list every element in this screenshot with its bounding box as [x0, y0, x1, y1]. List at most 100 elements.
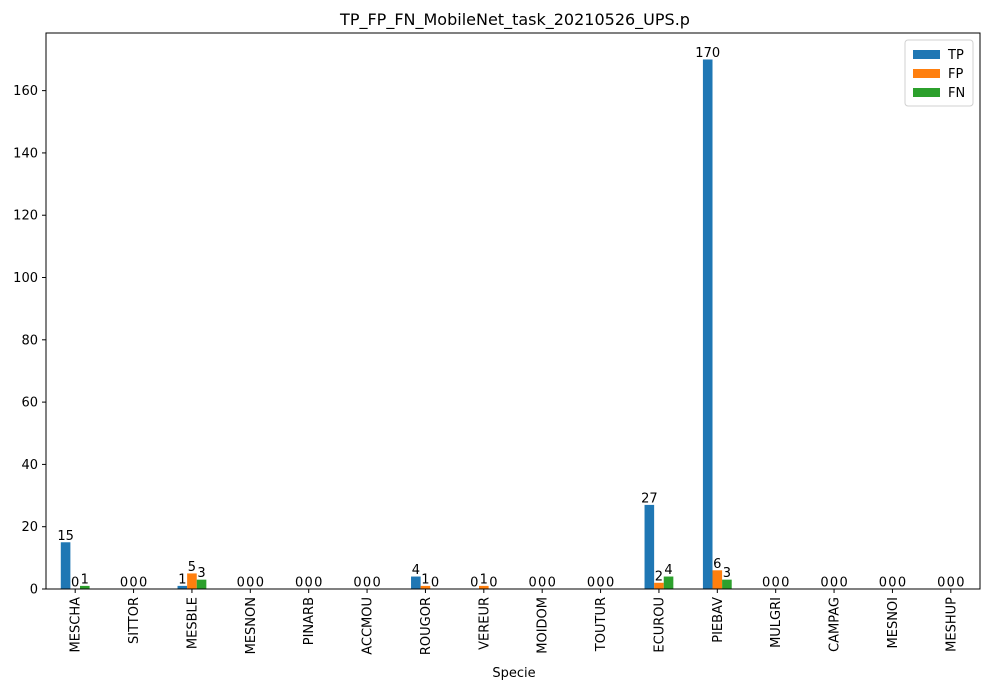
data-label-fp-rougor: 1 [421, 572, 429, 587]
data-label-tp-vereur: 0 [470, 576, 478, 591]
legend-swatch-fn [913, 88, 940, 97]
bar-tp-mescha [60, 542, 71, 589]
data-label-fp-moidom: 0 [538, 576, 546, 591]
data-label-fn-mesnon: 0 [256, 576, 264, 591]
x-tick-label-accmou: ACCMOU [361, 597, 376, 655]
data-label-fp-ecurou: 2 [655, 569, 663, 584]
y-tick-label: 160 [13, 84, 38, 99]
x-tick-label-sittor: SITTOR [127, 597, 142, 644]
data-label-fp-meshup: 0 [947, 576, 955, 591]
data-label-fn-campag: 0 [840, 576, 848, 591]
bar-tp-rougor [411, 576, 421, 589]
legend-label-tp: TP [947, 48, 964, 63]
x-tick-label-toutur: TOUTUR [594, 597, 609, 652]
data-label-tp-meshup: 0 [937, 576, 945, 591]
bar-tp-ecurou [644, 504, 655, 589]
data-label-fn-mescha: 1 [81, 572, 89, 587]
bars-layer [60, 59, 732, 589]
y-tick-label: 120 [13, 209, 38, 224]
data-label-tp-piebav: 170 [695, 46, 720, 61]
data-label-tp-toutur: 0 [587, 576, 595, 591]
y-tick-label: 80 [21, 333, 38, 348]
data-label-tp-campag: 0 [820, 576, 828, 591]
bar-fn-mesble [196, 579, 207, 589]
data-label-fn-pinarb: 0 [314, 576, 322, 591]
x-tick-label-ecurou: ECUROU [652, 597, 667, 653]
data-label-fp-campag: 0 [830, 576, 838, 591]
x-tick-label-rougor: ROUGOR [419, 597, 434, 655]
x-tick-label-mesble: MESBLE [185, 597, 200, 649]
data-label-fn-mulgri: 0 [781, 576, 789, 591]
data-label-tp-pinarb: 0 [295, 576, 303, 591]
data-label-fp-toutur: 0 [596, 576, 604, 591]
bar-fp-rougor [420, 585, 431, 589]
data-label-fp-accmou: 0 [363, 576, 371, 591]
bar-fp-vereur [479, 585, 489, 589]
data-label-tp-mesnoi: 0 [879, 576, 887, 591]
data-label-fp-mesnon: 0 [246, 576, 254, 591]
x-tick-label-meshup: MESHUP [944, 597, 959, 652]
data-label-fn-mesble: 3 [197, 566, 205, 581]
x-tick-label-moidom: MOIDOM [536, 597, 551, 654]
bar-fn-mescha [79, 585, 90, 589]
legend-swatch-fp [913, 69, 940, 78]
bar-fn-ecurou [663, 576, 674, 589]
data-label-tp-rougor: 4 [412, 563, 420, 578]
data-label-tp-mesnon: 0 [237, 576, 245, 591]
data-label-tp-sittor: 0 [120, 576, 128, 591]
y-tick-label: 40 [21, 458, 38, 473]
data-label-fp-mesble: 5 [188, 560, 196, 575]
data-label-fp-mulgri: 0 [772, 576, 780, 591]
data-label-fn-moidom: 0 [548, 576, 556, 591]
data-label-fn-piebav: 3 [723, 566, 731, 581]
bar-fp-ecurou [654, 582, 664, 589]
legend-swatch-tp [913, 50, 940, 59]
data-label-fn-meshup: 0 [956, 576, 964, 591]
data-label-tp-mulgri: 0 [762, 576, 770, 591]
data-label-tp-ecurou: 27 [641, 491, 658, 506]
data-label-fn-mesnoi: 0 [898, 576, 906, 591]
data-label-fn-vereur: 0 [489, 576, 497, 591]
chart-title: TP_FP_FN_MobileNet_task_20210526_UPS.p [339, 10, 690, 30]
legend: TP FP FN [904, 39, 974, 107]
data-label-fp-sittor: 0 [129, 576, 137, 591]
data-label-fp-mescha: 0 [71, 576, 79, 591]
data-label-fn-sittor: 0 [139, 576, 147, 591]
x-tick-label-mulgri: MULGRI [769, 597, 784, 648]
data-label-tp-mescha: 15 [57, 529, 74, 544]
x-tick-label-mesnon: MESNON [244, 597, 259, 654]
y-tick-label: 0 [30, 583, 38, 598]
bar-fn-piebav [722, 579, 732, 589]
x-axis: MESCHA SITTOR MESBLE MESNON PINARB ACCMOU ROUG… [69, 589, 959, 655]
bar-fp-piebav [712, 570, 723, 589]
legend-label-fp: FP [948, 67, 963, 82]
data-label-fn-ecurou: 4 [664, 563, 672, 578]
data-label-tp-accmou: 0 [353, 576, 361, 591]
bar-fp-mesble [187, 573, 197, 589]
data-label-fp-vereur: 1 [480, 572, 488, 587]
data-label-fp-piebav: 6 [713, 557, 721, 572]
y-tick-label: 100 [13, 271, 38, 286]
x-tick-label-campag: CAMPAG [828, 597, 843, 652]
x-tick-label-vereur: VEREUR [477, 597, 492, 650]
bar-tp-piebav [702, 59, 713, 589]
data-label-fp-mesnoi: 0 [888, 576, 896, 591]
x-tick-label-piebav: PIEBAV [711, 597, 726, 643]
data-label-fp-pinarb: 0 [305, 576, 313, 591]
data-label-fn-accmou: 0 [373, 576, 381, 591]
x-tick-label-pinarb: PINARB [302, 597, 317, 645]
bar-tp-mesble [177, 585, 188, 589]
legend-label-fn: FN [948, 86, 965, 101]
plot-frame [45, 32, 981, 590]
y-tick-label: 140 [13, 146, 38, 161]
x-axis-label: Specie [492, 666, 535, 681]
data-label-fn-rougor: 0 [431, 576, 439, 591]
y-tick-label: 20 [21, 520, 38, 535]
data-label-tp-mesble: 1 [178, 572, 186, 587]
x-tick-label-mesnoi: MESNOI [886, 597, 901, 648]
y-tick-label: 60 [21, 396, 38, 411]
data-label-tp-moidom: 0 [528, 576, 536, 591]
